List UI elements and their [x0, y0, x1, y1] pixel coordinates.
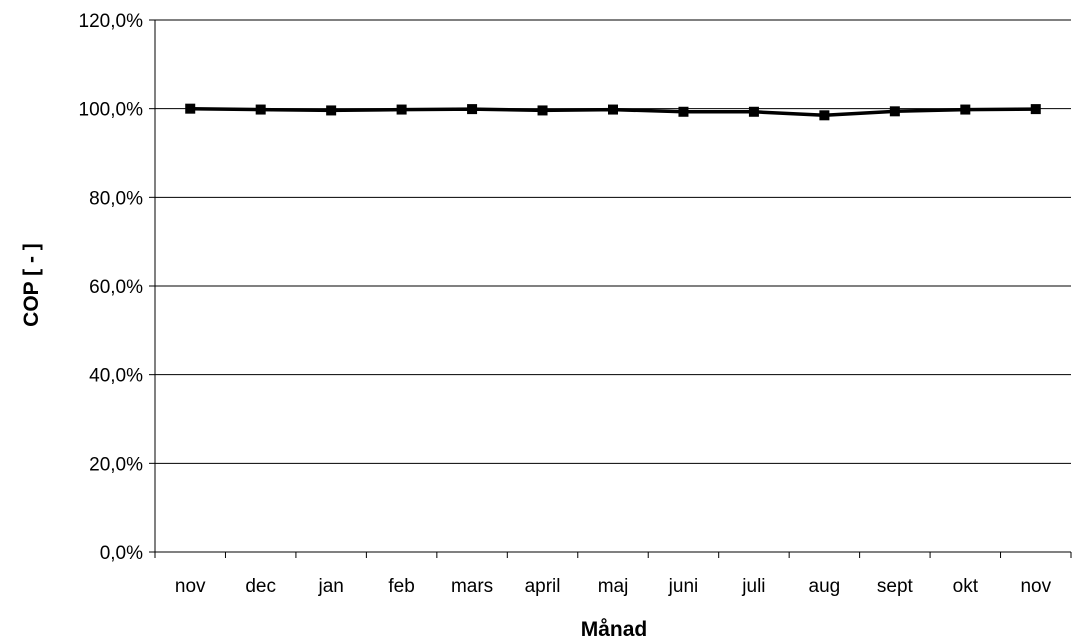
x-tick-label: nov — [1020, 576, 1051, 597]
data-point-marker — [537, 105, 548, 116]
y-tick-label: 100,0% — [79, 100, 144, 121]
x-tick-label: feb — [388, 576, 414, 597]
x-tick-label: dec — [245, 576, 276, 597]
x-tick-label: april — [525, 576, 561, 597]
gridlines — [155, 19, 1071, 464]
x-axis-ticks: nov dec jan feb mars april maj juni juli aug sept o… — [154, 552, 1072, 597]
x-tick-label: nov — [175, 576, 206, 597]
x-tick-label: mars — [451, 576, 493, 597]
y-tick-label: 40,0% — [89, 366, 143, 387]
data-point-marker — [255, 104, 266, 115]
y-axis-title: COP [ - ] — [20, 243, 43, 327]
y-tick-label: 20,0% — [89, 454, 143, 475]
data-point-marker — [185, 103, 196, 114]
data-point-marker — [960, 104, 971, 115]
x-tick-label: jan — [317, 576, 343, 597]
data-point-marker — [748, 106, 759, 117]
x-tick-label: maj — [598, 576, 629, 597]
series-group — [185, 103, 1041, 121]
data-point-marker — [889, 106, 900, 117]
y-tick-label: 0,0% — [100, 543, 143, 564]
data-point-marker — [467, 104, 478, 115]
y-tick-label: 120,0% — [79, 11, 144, 32]
y-tick-label: 60,0% — [89, 277, 143, 298]
data-point-marker — [678, 106, 689, 117]
data-point-marker — [608, 104, 618, 115]
x-tick-label: juni — [668, 576, 699, 597]
data-point-marker — [326, 105, 337, 116]
x-tick-label: juli — [741, 576, 765, 597]
x-tick-label: aug — [809, 576, 841, 597]
data-point-marker — [1030, 104, 1041, 115]
y-axis-ticks: 0,0% 20,0% 40,0% 60,0% 80,0% 100,0% 120,0% — [79, 11, 155, 564]
x-axis-title: Månad — [581, 618, 648, 641]
y-tick-label: 80,0% — [89, 188, 143, 209]
x-tick-label: sept — [877, 576, 914, 597]
data-point-marker — [396, 104, 407, 115]
x-tick-label: okt — [953, 576, 979, 597]
data-point-marker — [819, 110, 830, 121]
